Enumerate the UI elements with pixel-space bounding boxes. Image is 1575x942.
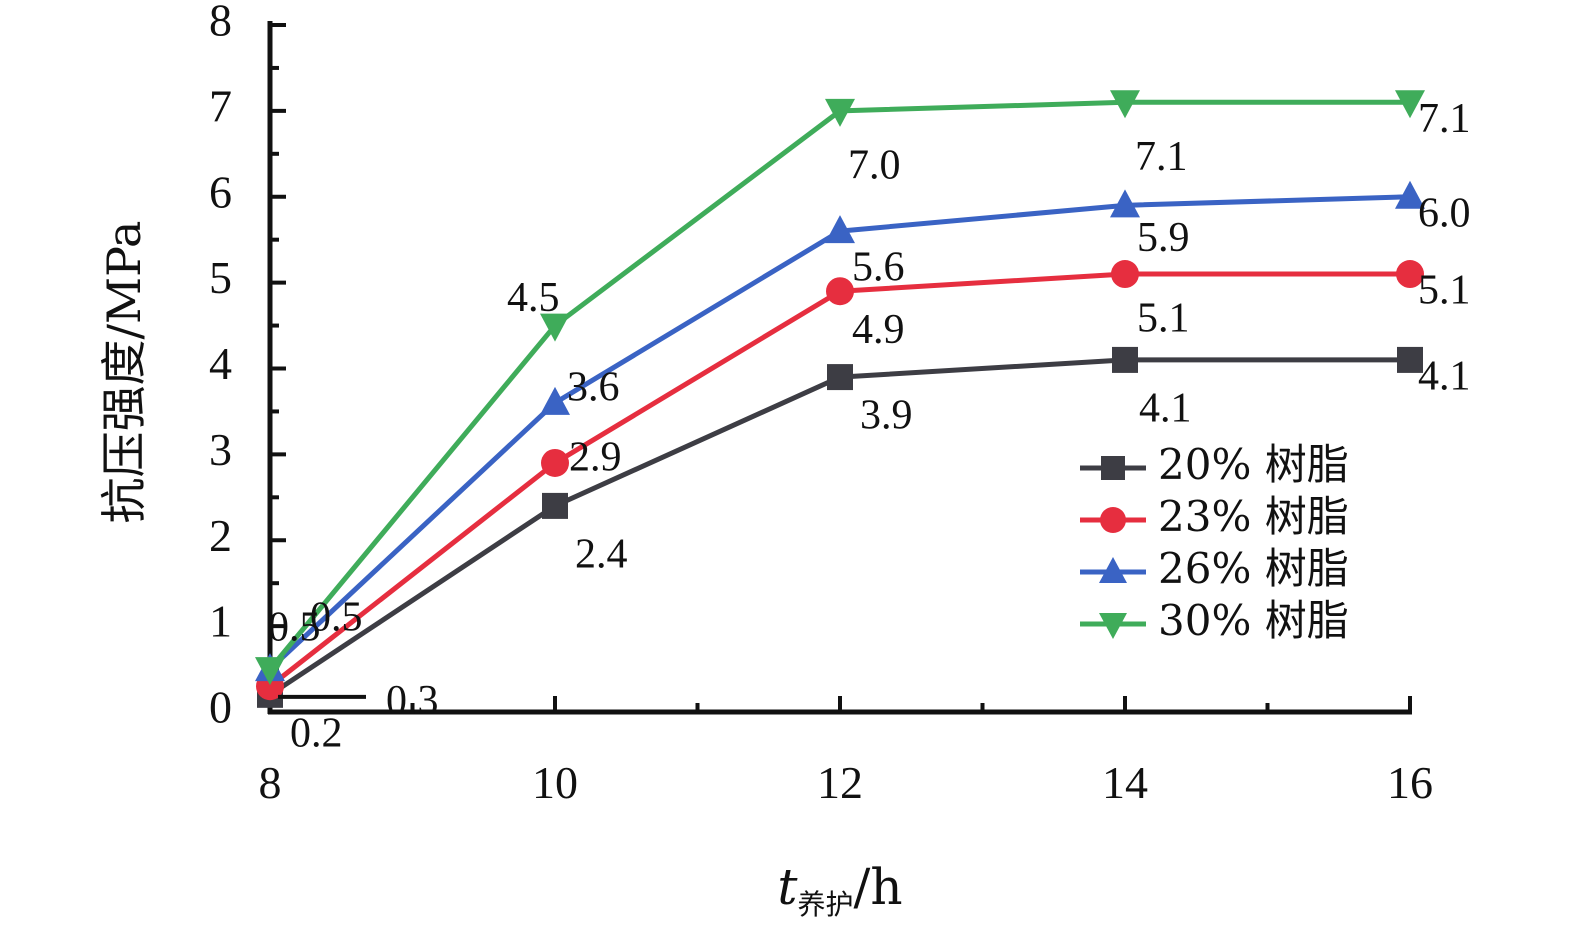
x-axis-title-sub: 养护 bbox=[798, 888, 854, 921]
data-label: 2.4 bbox=[575, 532, 628, 578]
x-tick-label: 14 bbox=[1102, 757, 1148, 808]
marker-circle bbox=[1100, 507, 1126, 533]
data-label: 2.9 bbox=[569, 435, 622, 481]
data-labels: 0.2 2.4 3.9 4.1 4.1 0.3 2.9 4.9 5.1 5.1 0.5 3.6 5.6 5… bbox=[268, 96, 1471, 757]
y-tick-label: 3 bbox=[209, 424, 232, 475]
data-label: 0.2 bbox=[290, 710, 343, 756]
data-label: 0.5 bbox=[310, 595, 363, 641]
data-label: 7.1 bbox=[1418, 96, 1471, 142]
y-tick-label: 6 bbox=[209, 166, 232, 217]
y-axis-title: 抗压强度/MPa bbox=[97, 221, 151, 524]
marker-square bbox=[1112, 346, 1138, 373]
marker-triangle-up bbox=[1099, 557, 1127, 583]
data-label: 4.5 bbox=[507, 275, 560, 321]
marker-circle bbox=[541, 448, 569, 477]
data-label: 3.9 bbox=[860, 393, 913, 439]
data-label: 5.1 bbox=[1137, 296, 1190, 342]
y-tick-label: 8 bbox=[209, 0, 232, 46]
x-tick-label: 16 bbox=[1387, 757, 1433, 808]
y-tick-label: 1 bbox=[209, 596, 232, 647]
data-label: 0.5 bbox=[268, 605, 321, 651]
marker-square bbox=[1397, 346, 1423, 373]
marker-triangle-down bbox=[1099, 613, 1127, 639]
y-tick-label: 4 bbox=[209, 338, 232, 389]
y-tick-label: 7 bbox=[209, 80, 232, 131]
marker-triangle-down bbox=[825, 98, 855, 127]
legend-item-4: 30% 树脂 bbox=[1080, 596, 1349, 645]
y-tick-label: 2 bbox=[209, 510, 232, 561]
marker-circle bbox=[1111, 260, 1139, 289]
marker-square bbox=[1101, 456, 1125, 480]
legend-label: 23% 树脂 bbox=[1158, 492, 1349, 541]
marker-circle bbox=[826, 277, 854, 306]
marker-square bbox=[827, 364, 853, 391]
x-tick-label: 12 bbox=[817, 757, 863, 808]
data-label: 5.1 bbox=[1418, 268, 1471, 314]
x-axis-title-var: t bbox=[777, 858, 798, 916]
legend-item-1: 20% 树脂 bbox=[1080, 440, 1349, 489]
legend-item-2: 23% 树脂 bbox=[1080, 492, 1349, 541]
x-axis-title: t养护/h bbox=[777, 858, 902, 921]
marker-circle bbox=[1396, 260, 1424, 289]
marker-triangle-down bbox=[255, 657, 285, 686]
legend-item-3: 26% 树脂 bbox=[1080, 544, 1349, 593]
marker-triangle-down bbox=[540, 313, 570, 342]
data-label: 7.0 bbox=[848, 143, 901, 189]
data-label: 0.3 bbox=[386, 678, 439, 724]
marker-triangle-up bbox=[1395, 180, 1425, 209]
data-label: 4.9 bbox=[852, 307, 905, 353]
marker-triangle-up bbox=[540, 386, 570, 415]
data-label: 5.6 bbox=[852, 245, 905, 291]
y-tick-label: 5 bbox=[209, 252, 232, 303]
series-4 bbox=[255, 90, 1425, 686]
data-label: 4.1 bbox=[1139, 386, 1192, 432]
series-layer bbox=[255, 90, 1425, 708]
x-axis-title-unit: /h bbox=[854, 858, 903, 916]
marker-triangle-up bbox=[825, 215, 855, 244]
data-label: 6.0 bbox=[1418, 190, 1471, 236]
marker-triangle-down bbox=[1110, 90, 1140, 119]
legend-label: 30% 树脂 bbox=[1158, 596, 1349, 645]
legend-label: 20% 树脂 bbox=[1158, 440, 1349, 489]
x-tick-label: 10 bbox=[532, 757, 578, 808]
marker-square bbox=[542, 492, 568, 519]
y-tick-label: 0 bbox=[209, 682, 232, 733]
marker-triangle-down bbox=[1395, 90, 1425, 119]
data-label: 3.6 bbox=[567, 364, 620, 410]
data-label: 7.1 bbox=[1135, 134, 1188, 180]
data-label: 4.1 bbox=[1418, 354, 1471, 400]
x-tick-label: 8 bbox=[259, 757, 282, 808]
marker-triangle-up bbox=[1110, 189, 1140, 218]
legend-label: 26% 树脂 bbox=[1158, 544, 1349, 593]
data-label: 5.9 bbox=[1137, 215, 1190, 261]
